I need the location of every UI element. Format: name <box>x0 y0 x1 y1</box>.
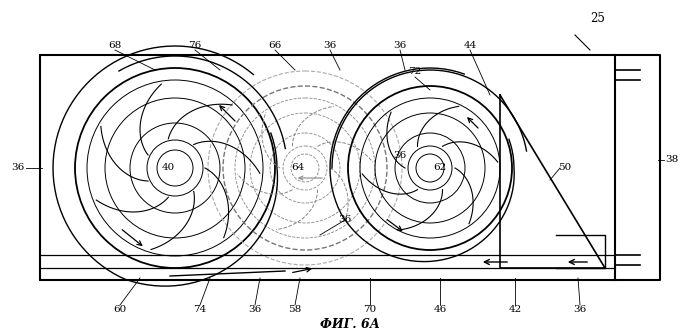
Text: 36: 36 <box>324 40 337 50</box>
Text: 68: 68 <box>108 40 122 50</box>
Text: 36: 36 <box>248 306 261 314</box>
Text: 70: 70 <box>363 306 377 314</box>
Text: 36: 36 <box>11 164 24 172</box>
Text: 38: 38 <box>665 156 679 165</box>
Text: 40: 40 <box>161 164 175 172</box>
Text: 46: 46 <box>433 306 447 314</box>
Text: 36: 36 <box>573 306 586 314</box>
Text: ФИГ. 6А: ФИГ. 6А <box>320 318 380 331</box>
Text: 36: 36 <box>394 151 407 160</box>
Text: 36: 36 <box>338 215 352 224</box>
Text: 60: 60 <box>113 306 127 314</box>
Text: 25: 25 <box>591 12 605 24</box>
Text: 74: 74 <box>194 306 207 314</box>
Text: 58: 58 <box>289 306 302 314</box>
Text: 64: 64 <box>291 164 305 172</box>
Text: 76: 76 <box>188 40 201 50</box>
Text: 66: 66 <box>268 40 282 50</box>
Text: 72: 72 <box>408 68 421 76</box>
Text: 36: 36 <box>394 40 407 50</box>
Text: 62: 62 <box>433 164 447 172</box>
Text: 42: 42 <box>508 306 521 314</box>
Text: 44: 44 <box>463 40 477 50</box>
Bar <box>40 55 615 280</box>
Text: 50: 50 <box>559 164 572 172</box>
